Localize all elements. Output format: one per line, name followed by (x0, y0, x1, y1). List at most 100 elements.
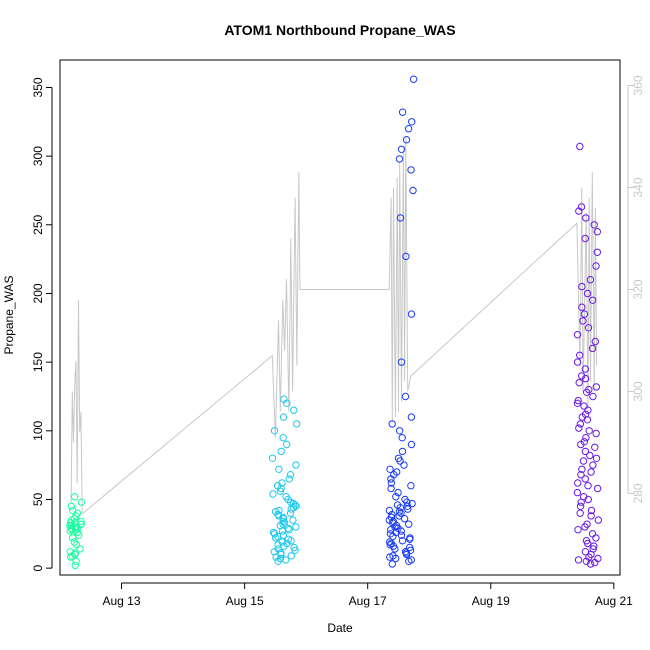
data-point (406, 534, 414, 542)
data-point (579, 317, 587, 325)
data-point (585, 385, 593, 394)
data-point (280, 395, 288, 403)
plot-layer: Aug 13 Aug 15 Aug 17 Aug 19 Aug 21 0 50 100 150 2… (31, 59, 645, 608)
y2-tick-label: 340 (631, 177, 645, 197)
data-point (409, 186, 417, 195)
y-tick-label: 50 (31, 492, 45, 506)
data-point (587, 468, 595, 476)
data-point (279, 434, 287, 442)
data-point (282, 493, 290, 501)
data-point (576, 502, 585, 510)
data-point (385, 506, 394, 515)
data-point (386, 538, 394, 546)
data-point (269, 490, 277, 498)
data-point (269, 528, 278, 537)
y-tick-label: 200 (31, 283, 45, 303)
data-point (584, 406, 592, 414)
data-point (591, 337, 599, 346)
data-point (401, 392, 410, 401)
data-point (71, 549, 80, 557)
data-point (398, 108, 407, 116)
data-point (290, 543, 298, 552)
data-point (575, 379, 583, 387)
data-point (578, 372, 586, 380)
data-point (592, 383, 600, 391)
y2-tick-label: 280 (631, 483, 645, 503)
data-point (386, 465, 394, 473)
data-point (391, 523, 399, 531)
data-point (407, 166, 415, 174)
data-point (580, 438, 588, 446)
data-point (279, 531, 288, 539)
data-point (268, 454, 277, 462)
data-point (71, 493, 79, 501)
data-point (388, 420, 396, 428)
data-point (76, 545, 84, 553)
data-point (590, 542, 598, 550)
data-point (286, 471, 295, 479)
data-point (590, 221, 598, 229)
data-point (77, 517, 85, 526)
x-tick-label: Aug 17 (349, 594, 387, 608)
data-point (389, 552, 397, 560)
data-point (589, 392, 597, 401)
data-point (270, 530, 279, 538)
data-point (394, 488, 402, 497)
data-point (388, 560, 396, 568)
data-point (594, 554, 602, 563)
data-point (582, 434, 590, 442)
data-point (578, 282, 586, 291)
data-point (402, 136, 411, 144)
data-point (581, 548, 590, 556)
data-point (402, 252, 410, 261)
x-axis-label: Date (327, 621, 353, 635)
data-point (393, 501, 402, 509)
data-point (578, 465, 586, 473)
y-tick-label: 150 (31, 352, 45, 372)
data-point (398, 537, 407, 545)
data-point (573, 358, 582, 366)
data-point (395, 508, 404, 516)
data-point (293, 420, 301, 428)
data-point (401, 548, 410, 556)
data-point (582, 557, 591, 565)
data-point (279, 517, 287, 526)
data-point (587, 506, 596, 515)
data-point (407, 310, 416, 318)
data-point (397, 509, 405, 517)
data-point (580, 310, 589, 318)
data-point (585, 427, 593, 435)
data-point (587, 512, 595, 520)
data-point (279, 413, 288, 421)
data-point (277, 447, 285, 456)
data-point (67, 502, 76, 510)
data-point (409, 75, 418, 83)
data-point (404, 505, 412, 513)
data-point (407, 556, 415, 564)
chart-title: ATOM1 Northbound Propane_WAS (224, 22, 455, 38)
data-point (405, 520, 413, 528)
data-point (287, 552, 295, 560)
data-point (72, 557, 80, 565)
x-tick-label: Aug 19 (472, 594, 510, 608)
data-point (400, 461, 408, 469)
data-point (289, 516, 297, 524)
data-point (576, 351, 584, 359)
plot-frame (59, 59, 621, 576)
data-point (593, 248, 601, 257)
data-point (574, 556, 583, 564)
data-point (592, 262, 600, 270)
data-point (593, 228, 601, 236)
data-point (401, 495, 409, 504)
data-point (388, 510, 396, 519)
x-tick-label: Aug 13 (103, 594, 141, 608)
data-point (573, 488, 582, 497)
data-point (278, 538, 286, 546)
data-point (576, 420, 585, 428)
data-point (586, 276, 595, 284)
data-point (397, 145, 406, 154)
data-point (582, 214, 590, 222)
data-point (279, 520, 287, 528)
data-point (589, 461, 597, 469)
